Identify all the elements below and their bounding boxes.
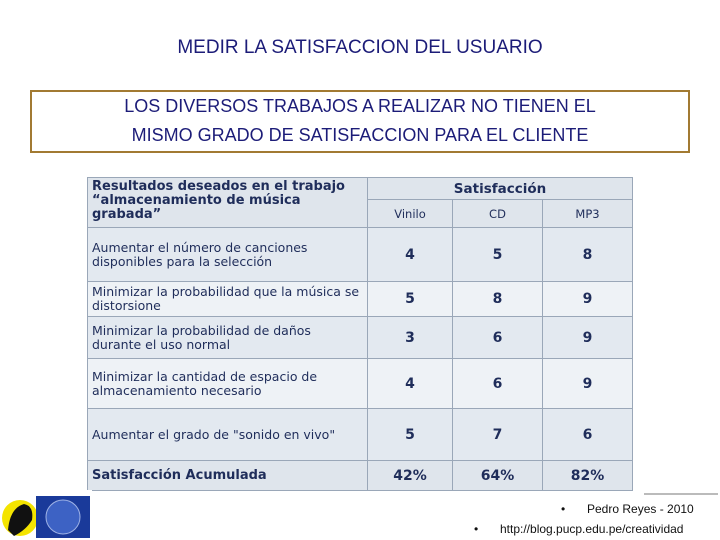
slide-title: MEDIR LA SATISFACCION DEL USUARIO [177, 37, 543, 58]
subtitle-box: LOS DIVERSOS TRABAJOS A REALIZAR NO TIEN… [30, 90, 690, 153]
cell-value: 6 [541, 408, 634, 461]
footer-url: http://blog.pucp.edu.pe/creatividad [500, 522, 684, 536]
row-label: Aumentar el número de canciones disponib… [87, 227, 368, 282]
cell-value: 6 [452, 358, 543, 409]
column-header: CD [452, 199, 543, 228]
column-header: MP3 [541, 199, 634, 228]
cell-value: 5 [367, 281, 453, 317]
cell-value: 9 [541, 316, 634, 359]
cell-value: 7 [452, 408, 543, 461]
total-row: Satisfacción Acumulada 42% 64% 82% [87, 460, 634, 491]
total-label: Satisfacción Acumulada [87, 460, 368, 491]
row-label: Aumentar el grado de "sonido en vivo" [87, 408, 368, 461]
cell-value: 4 [367, 227, 453, 282]
cell-value: 9 [541, 281, 634, 317]
footer-rule [644, 493, 718, 495]
cell-value: 5 [367, 408, 453, 461]
cell-value: 4 [367, 358, 453, 409]
cell-value: 6 [452, 316, 543, 359]
row-label: Minimizar la probabilidad que la música … [87, 281, 368, 317]
corner-header: Resultados deseados en el trabajo “almac… [87, 177, 368, 228]
subtitle-line: MISMO GRADO DE SATISFACCION PARA EL CLIE… [131, 125, 589, 145]
table-row: Aumentar el número de canciones disponib… [87, 227, 634, 282]
group-header: Satisfacción [366, 177, 634, 200]
footer-author: Pedro Reyes - 2010 [587, 502, 694, 516]
table-row: Aumentar el grado de "sonido en vivo" 5 7 6 [87, 408, 634, 461]
logo [0, 490, 92, 540]
table-row: Minimizar la cantidad de espacio de alma… [87, 358, 634, 409]
cell-value: 8 [452, 281, 543, 317]
row-label: Minimizar la probabilidad de daños duran… [87, 316, 368, 359]
bullet: • [561, 502, 566, 516]
total-value: 64% [452, 460, 543, 491]
total-value: 82% [541, 460, 634, 491]
cell-value: 5 [452, 227, 543, 282]
total-value: 42% [367, 460, 453, 491]
satisfaction-table: Resultados deseados en el trabajo “almac… [87, 177, 634, 491]
subtitle-line: LOS DIVERSOS TRABAJOS A REALIZAR NO TIEN… [124, 96, 596, 116]
table-row: Minimizar la probabilidad de daños duran… [87, 316, 634, 359]
row-label: Minimizar la cantidad de espacio de alma… [87, 358, 368, 409]
column-header: Vinilo [367, 199, 453, 228]
bullet: • [474, 522, 479, 536]
cell-value: 8 [541, 227, 634, 282]
cell-value: 9 [541, 358, 634, 409]
cell-value: 3 [367, 316, 453, 359]
table-row: Minimizar la probabilidad que la música … [87, 281, 634, 317]
